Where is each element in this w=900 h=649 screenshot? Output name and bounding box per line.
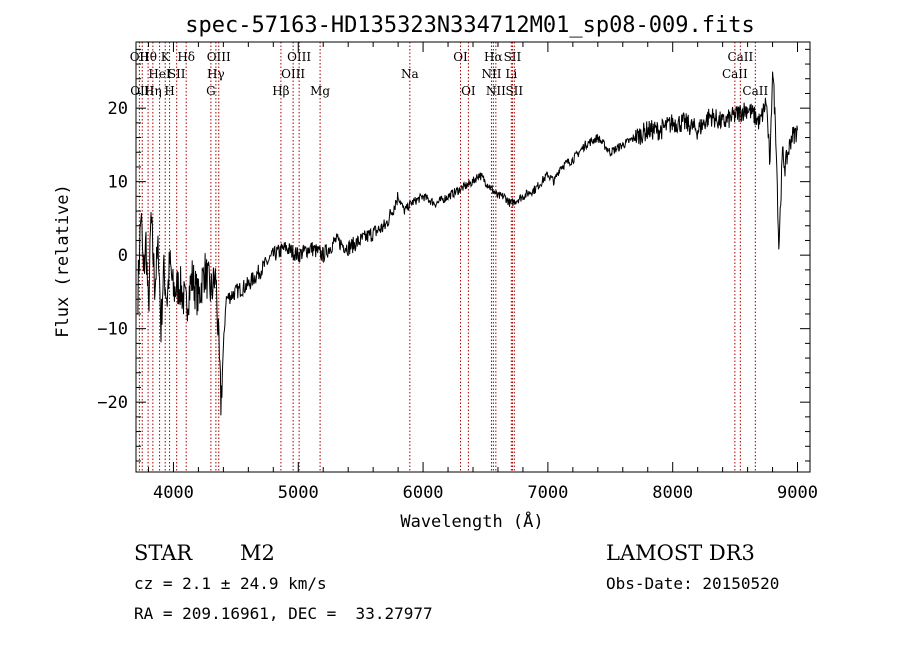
line-label: Hβ [272, 84, 289, 98]
x-tick-label: 8000 [652, 483, 693, 503]
line-label: CaII [722, 67, 748, 81]
plot-frame [135, 41, 811, 473]
line-label: HeI [148, 67, 171, 81]
line-label: CaII [727, 50, 753, 64]
y-axis-label: Flux (relative) [53, 184, 73, 338]
chart-title: spec-57163-HD135323N334712M01_sp08-009.f… [185, 13, 755, 38]
spectrum-series [137, 71, 798, 416]
line-label: OIII [281, 67, 305, 81]
line-label: Na [401, 67, 419, 81]
object-class: STAR [134, 541, 193, 565]
spectral-line-markers [138, 42, 756, 472]
line-label: K [161, 50, 171, 64]
line-label: Hγ [207, 67, 225, 81]
object-subclass: M2 [240, 541, 275, 565]
line-label: OII [130, 50, 150, 64]
line-label: SII [504, 50, 522, 64]
line-label: H [164, 84, 174, 98]
line-label: OIII [207, 50, 231, 64]
x-tick-label: 9000 [777, 483, 818, 503]
x-axis-ticks: 4000 5000 6000 7000 8000 9000 [147, 42, 818, 503]
line-label: OIII [287, 50, 311, 64]
line-label: SII [505, 84, 523, 98]
line-label: Hδ [177, 50, 195, 64]
line-label: Li [505, 67, 517, 81]
line-label: CaII [742, 84, 768, 98]
spectrum-line [137, 71, 798, 416]
y-tick-label: 0 [118, 246, 128, 266]
x-tick-label: 4000 [153, 483, 194, 503]
survey-name: LAMOST DR3 [606, 541, 755, 565]
y-axis-ticks: −20 −10 0 10 20 [97, 48, 810, 462]
line-label: G [206, 84, 216, 98]
line-label: Hη [144, 84, 162, 98]
line-label: Hα [484, 50, 503, 64]
obs-date: Obs-Date: 20150520 [606, 574, 779, 593]
redshift-readout: cz = 2.1 ± 24.9 km/s [134, 574, 327, 593]
line-label: Hθ [139, 50, 157, 64]
x-axis-label: Wavelength (Å) [400, 510, 543, 532]
line-label: OI [453, 50, 468, 64]
x-tick-label: 7000 [527, 483, 568, 503]
line-label: NII [486, 84, 506, 98]
line-label: OI [461, 84, 476, 98]
y-tick-label: −10 [97, 320, 128, 340]
y-tick-label: 20 [108, 99, 128, 119]
line-label: NII [481, 67, 501, 81]
line-label: Mg [310, 84, 330, 98]
spectral-line-labels: OIIOIIIHθHηHeIKHSIIHδGHγOIIIHβOIIIOIIIMg… [130, 50, 769, 98]
y-tick-label: 10 [108, 173, 128, 193]
coordinates: RA = 209.16961, DEC = 33.27977 [134, 604, 433, 623]
x-tick-label: 5000 [278, 483, 319, 503]
y-tick-label: −20 [97, 393, 128, 413]
line-label: SII [168, 67, 186, 81]
x-tick-label: 6000 [403, 483, 444, 503]
